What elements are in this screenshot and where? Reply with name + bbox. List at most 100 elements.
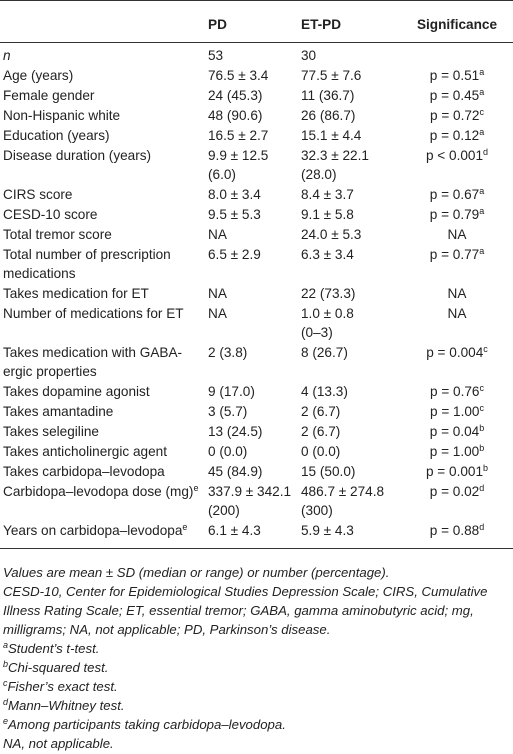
- significance-cell: p = 0.72c: [401, 106, 513, 126]
- value-line: 4 (13.3): [301, 384, 348, 399]
- significance-cell: p = 0.77a: [401, 245, 513, 284]
- label-text: Female gender: [3, 88, 95, 103]
- significance-cell: p < 0.001d: [401, 146, 513, 185]
- row-label: Takes dopamine agonist: [0, 382, 208, 402]
- footnote-marker: b: [479, 423, 485, 433]
- value-cell: 3 (5.7): [208, 402, 301, 422]
- value-line: 30: [301, 48, 317, 63]
- row-label: Years on carbidopa–levodopae: [0, 521, 208, 549]
- table-row: Number of medications for ET NA 1.0 ± 0.8 (…: [0, 304, 513, 343]
- row-label: Total tremor score: [0, 225, 208, 245]
- value-line: 0 (0.0): [208, 444, 248, 459]
- value-line: 9.1 ± 5.8: [301, 207, 354, 222]
- table-row: Takes medication for ET NA 22 (73.3) NA: [0, 284, 513, 304]
- value-line: 2 (3.8): [208, 345, 248, 360]
- footnote-marker: a: [479, 87, 485, 97]
- footnote-marker: b: [483, 463, 489, 473]
- p-value: NA: [447, 306, 467, 321]
- footnote-marker: d: [3, 697, 9, 707]
- p-value: p = 0.51: [429, 68, 480, 83]
- value-line: 8.0 ± 3.4: [208, 187, 261, 202]
- value-cell: 0 (0.0): [208, 442, 301, 462]
- label-text: Education (years): [3, 128, 110, 143]
- value-line: 337.9 ± 342.1: [208, 484, 292, 499]
- p-value: p = 1.00: [429, 444, 480, 459]
- significance-cell: p = 0.79a: [401, 205, 513, 225]
- footnote-marker: a: [479, 127, 485, 137]
- value-cell: 1.0 ± 0.8 (0–3): [301, 304, 401, 343]
- value-line: NA: [208, 286, 227, 301]
- table-row: Takes medication with GABA-ergic propert…: [0, 343, 513, 382]
- row-label: n: [0, 43, 208, 66]
- row-label: Non-Hispanic white: [0, 106, 208, 126]
- significance-cell: p = 0.51a: [401, 66, 513, 86]
- footnote-marker: a: [479, 67, 485, 77]
- value-cell: 77.5 ± 7.6: [301, 66, 401, 86]
- label-text: Carbidopa–levodopa dose (mg): [3, 484, 194, 499]
- value-cell: 24.0 ± 5.3: [301, 225, 401, 245]
- value-cell: 0 (0.0): [301, 442, 401, 462]
- table-row: Disease duration (years) 9.9 ± 12.5 (6.0) 3…: [0, 146, 513, 185]
- row-label: CESD-10 score: [0, 205, 208, 225]
- p-value: p = 1.00: [429, 404, 480, 419]
- footnote-marker: c: [483, 344, 488, 354]
- table-row: Education (years) 16.5 ± 2.7 15.1 ± 4.4 p =…: [0, 126, 513, 146]
- value-line: 6.1 ± 4.3: [208, 523, 261, 538]
- note: NA, not applicable.: [3, 734, 510, 753]
- row-label: CIRS score: [0, 185, 208, 205]
- significance-cell: NA: [401, 225, 513, 245]
- footnote-marker: a: [479, 206, 485, 216]
- value-cell: 45 (84.9): [208, 462, 301, 482]
- label-text: Years on carbidopa–levodopa: [3, 523, 183, 538]
- p-value: p = 0.79: [429, 207, 480, 222]
- note: bChi-squared test.: [3, 658, 510, 677]
- note-text: Fisher’s exact test.: [7, 679, 118, 694]
- value-line: 11 (36.7): [301, 88, 355, 103]
- row-label: Disease duration (years): [0, 146, 208, 185]
- table-row: Carbidopa–levodopa dose (mg)e 337.9 ± 342…: [0, 482, 513, 521]
- value-line: 22 (73.3): [301, 286, 356, 301]
- note: eAmong participants taking carbidopa–lev…: [3, 715, 510, 734]
- footnote-marker: a: [479, 246, 485, 256]
- value-cell: 8 (26.7): [301, 343, 401, 382]
- value-cell: 9 (17.0): [208, 382, 301, 402]
- value-cell: NA: [208, 225, 301, 245]
- footnote-marker: d: [479, 483, 485, 493]
- value-cell: 16.5 ± 2.7: [208, 126, 301, 146]
- value-line: 2 (6.7): [301, 404, 341, 419]
- value-line: 486.7 ± 274.8: [301, 484, 385, 499]
- value-cell: 32.3 ± 22.1 (28.0): [301, 146, 401, 185]
- value-cell: 6.1 ± 4.3: [208, 521, 301, 549]
- label-text: CIRS score: [3, 187, 73, 202]
- footnote-marker: c: [3, 678, 8, 688]
- label-text: Takes medication for ET: [3, 286, 149, 301]
- label-text: Disease duration (years): [3, 148, 152, 163]
- p-value: p = 0.88: [429, 523, 480, 538]
- value-cell: 9.9 ± 12.5 (6.0): [208, 146, 301, 185]
- value-cell: 6.3 ± 3.4: [301, 245, 401, 284]
- column-header: PD: [208, 0, 301, 43]
- p-value: p = 0.004: [426, 345, 484, 360]
- note: cFisher’s exact test.: [3, 677, 510, 696]
- value-line: NA: [208, 306, 227, 321]
- value-line: 9 (17.0): [208, 384, 255, 399]
- value-cell: 337.9 ± 342.1 (200): [208, 482, 301, 521]
- value-line: (200): [208, 503, 240, 518]
- value-cell: 30: [301, 43, 401, 66]
- label-text: Total tremor score: [3, 227, 112, 242]
- note-text: Values are mean ± SD (median or range) o…: [3, 565, 390, 580]
- p-value: p = 0.72: [429, 108, 480, 123]
- p-value: p = 0.02: [429, 484, 480, 499]
- table-row: Age (years) 76.5 ± 3.4 77.5 ± 7.6 p = 0.51a: [0, 66, 513, 86]
- value-line: (0–3): [301, 325, 333, 340]
- p-value: NA: [447, 227, 467, 242]
- footnote-marker: e: [182, 522, 188, 532]
- footnote-marker: e: [193, 483, 199, 493]
- significance-cell: p = 0.12a: [401, 126, 513, 146]
- table-row: Takes dopamine agonist 9 (17.0) 4 (13.3) p …: [0, 382, 513, 402]
- note-text: Mann–Whitney test.: [8, 698, 125, 713]
- column-header: Significance: [401, 0, 513, 43]
- row-label: Female gender: [0, 86, 208, 106]
- note: aStudent’s t-test.: [3, 639, 510, 658]
